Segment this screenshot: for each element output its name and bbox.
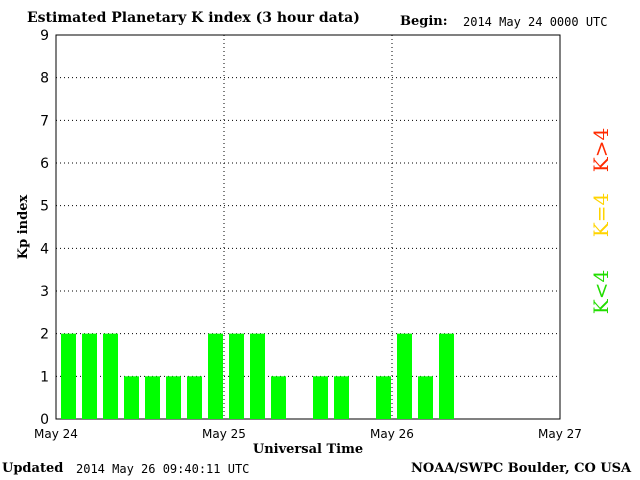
bar-layer: [61, 333, 454, 419]
updated-value: 2014 May 26 09:40:11 UTC: [76, 462, 250, 476]
x-tick-label: May 26: [370, 427, 414, 441]
kp-bar: [103, 333, 118, 419]
y-tick-label: 9: [40, 28, 49, 44]
y-axis-title: Kp index: [16, 195, 31, 260]
kp-bar: [124, 376, 139, 419]
grid-layer: [56, 35, 560, 419]
kp-bar: [187, 376, 202, 419]
kp-bar: [397, 333, 412, 419]
y-tick-label: 0: [40, 412, 49, 428]
y-tick-label: 2: [40, 327, 49, 343]
kp-bar: [145, 376, 160, 419]
x-tick-label: May 24: [34, 427, 78, 441]
kp-bar: [376, 376, 391, 419]
y-tick-label: 7: [40, 113, 49, 129]
kp-bar: [313, 376, 328, 419]
updated-label: Updated: [2, 461, 64, 476]
legend-k-equal-4: K=4: [589, 193, 613, 237]
y-tick-label: 4: [40, 241, 49, 257]
kp-bar: [208, 333, 223, 419]
y-tick-label: 8: [40, 71, 49, 87]
plot-area: [55, 34, 561, 420]
x-tick-label: May 27: [538, 427, 582, 441]
kp-bar: [418, 376, 433, 419]
y-tick-label: 3: [40, 284, 49, 300]
kp-bar: [61, 333, 76, 419]
kp-bar: [439, 333, 454, 419]
y-tick-label: 6: [40, 156, 49, 172]
kp-bar: [334, 376, 349, 419]
x-tick-label: May 25: [202, 427, 246, 441]
kp-bar: [82, 333, 97, 419]
begin-label: Begin:: [400, 14, 448, 29]
y-tick-label: 1: [40, 369, 49, 385]
y-tick-label: 5: [40, 199, 49, 215]
x-axis-title: Universal Time: [253, 442, 363, 457]
credit-text: NOAA/SWPC Boulder, CO USA: [411, 461, 632, 476]
legend-k-less-4: K<4: [589, 270, 613, 314]
legend-k-greater-4: K>4: [589, 128, 613, 172]
tick-layer: 0 1 2 3 4 5 6 7 8 9 May 24 May 25 May 26 May 27: [34, 28, 582, 441]
begin-value: 2014 May 24 0000 UTC: [463, 15, 608, 29]
kp-bar: [250, 333, 265, 419]
kp-bar: [271, 376, 286, 419]
kp-bar: [166, 376, 181, 419]
kp-bar: [229, 333, 244, 419]
chart-title: Estimated Planetary K index (3 hour data…: [27, 10, 360, 26]
